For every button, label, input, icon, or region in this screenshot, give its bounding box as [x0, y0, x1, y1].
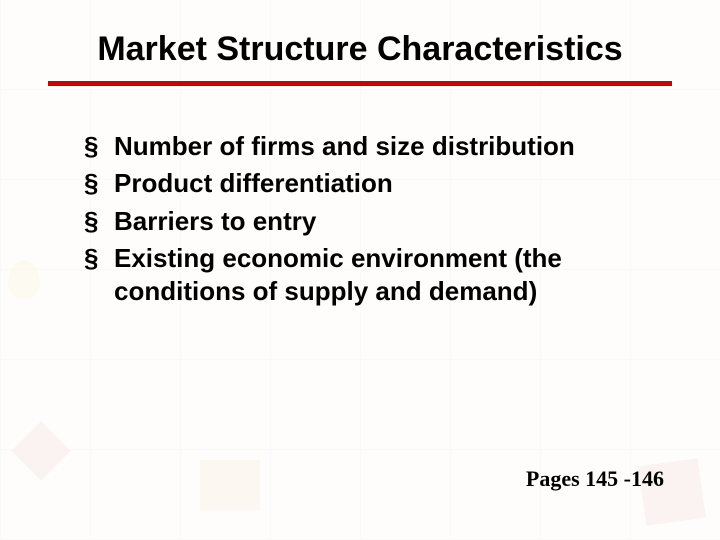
slide-container: Market Structure Characteristics Number …	[0, 0, 720, 540]
page-reference: Pages 145 -146	[526, 466, 664, 492]
slide-title: Market Structure Characteristics	[48, 30, 672, 81]
list-item: Existing economic environment (the condi…	[84, 242, 652, 309]
bullet-list: Number of firms and size distribution Pr…	[84, 130, 652, 308]
list-item: Product differentiation	[84, 167, 652, 200]
title-rule	[48, 81, 672, 86]
list-item: Barriers to entry	[84, 205, 652, 238]
list-item: Number of firms and size distribution	[84, 130, 652, 163]
